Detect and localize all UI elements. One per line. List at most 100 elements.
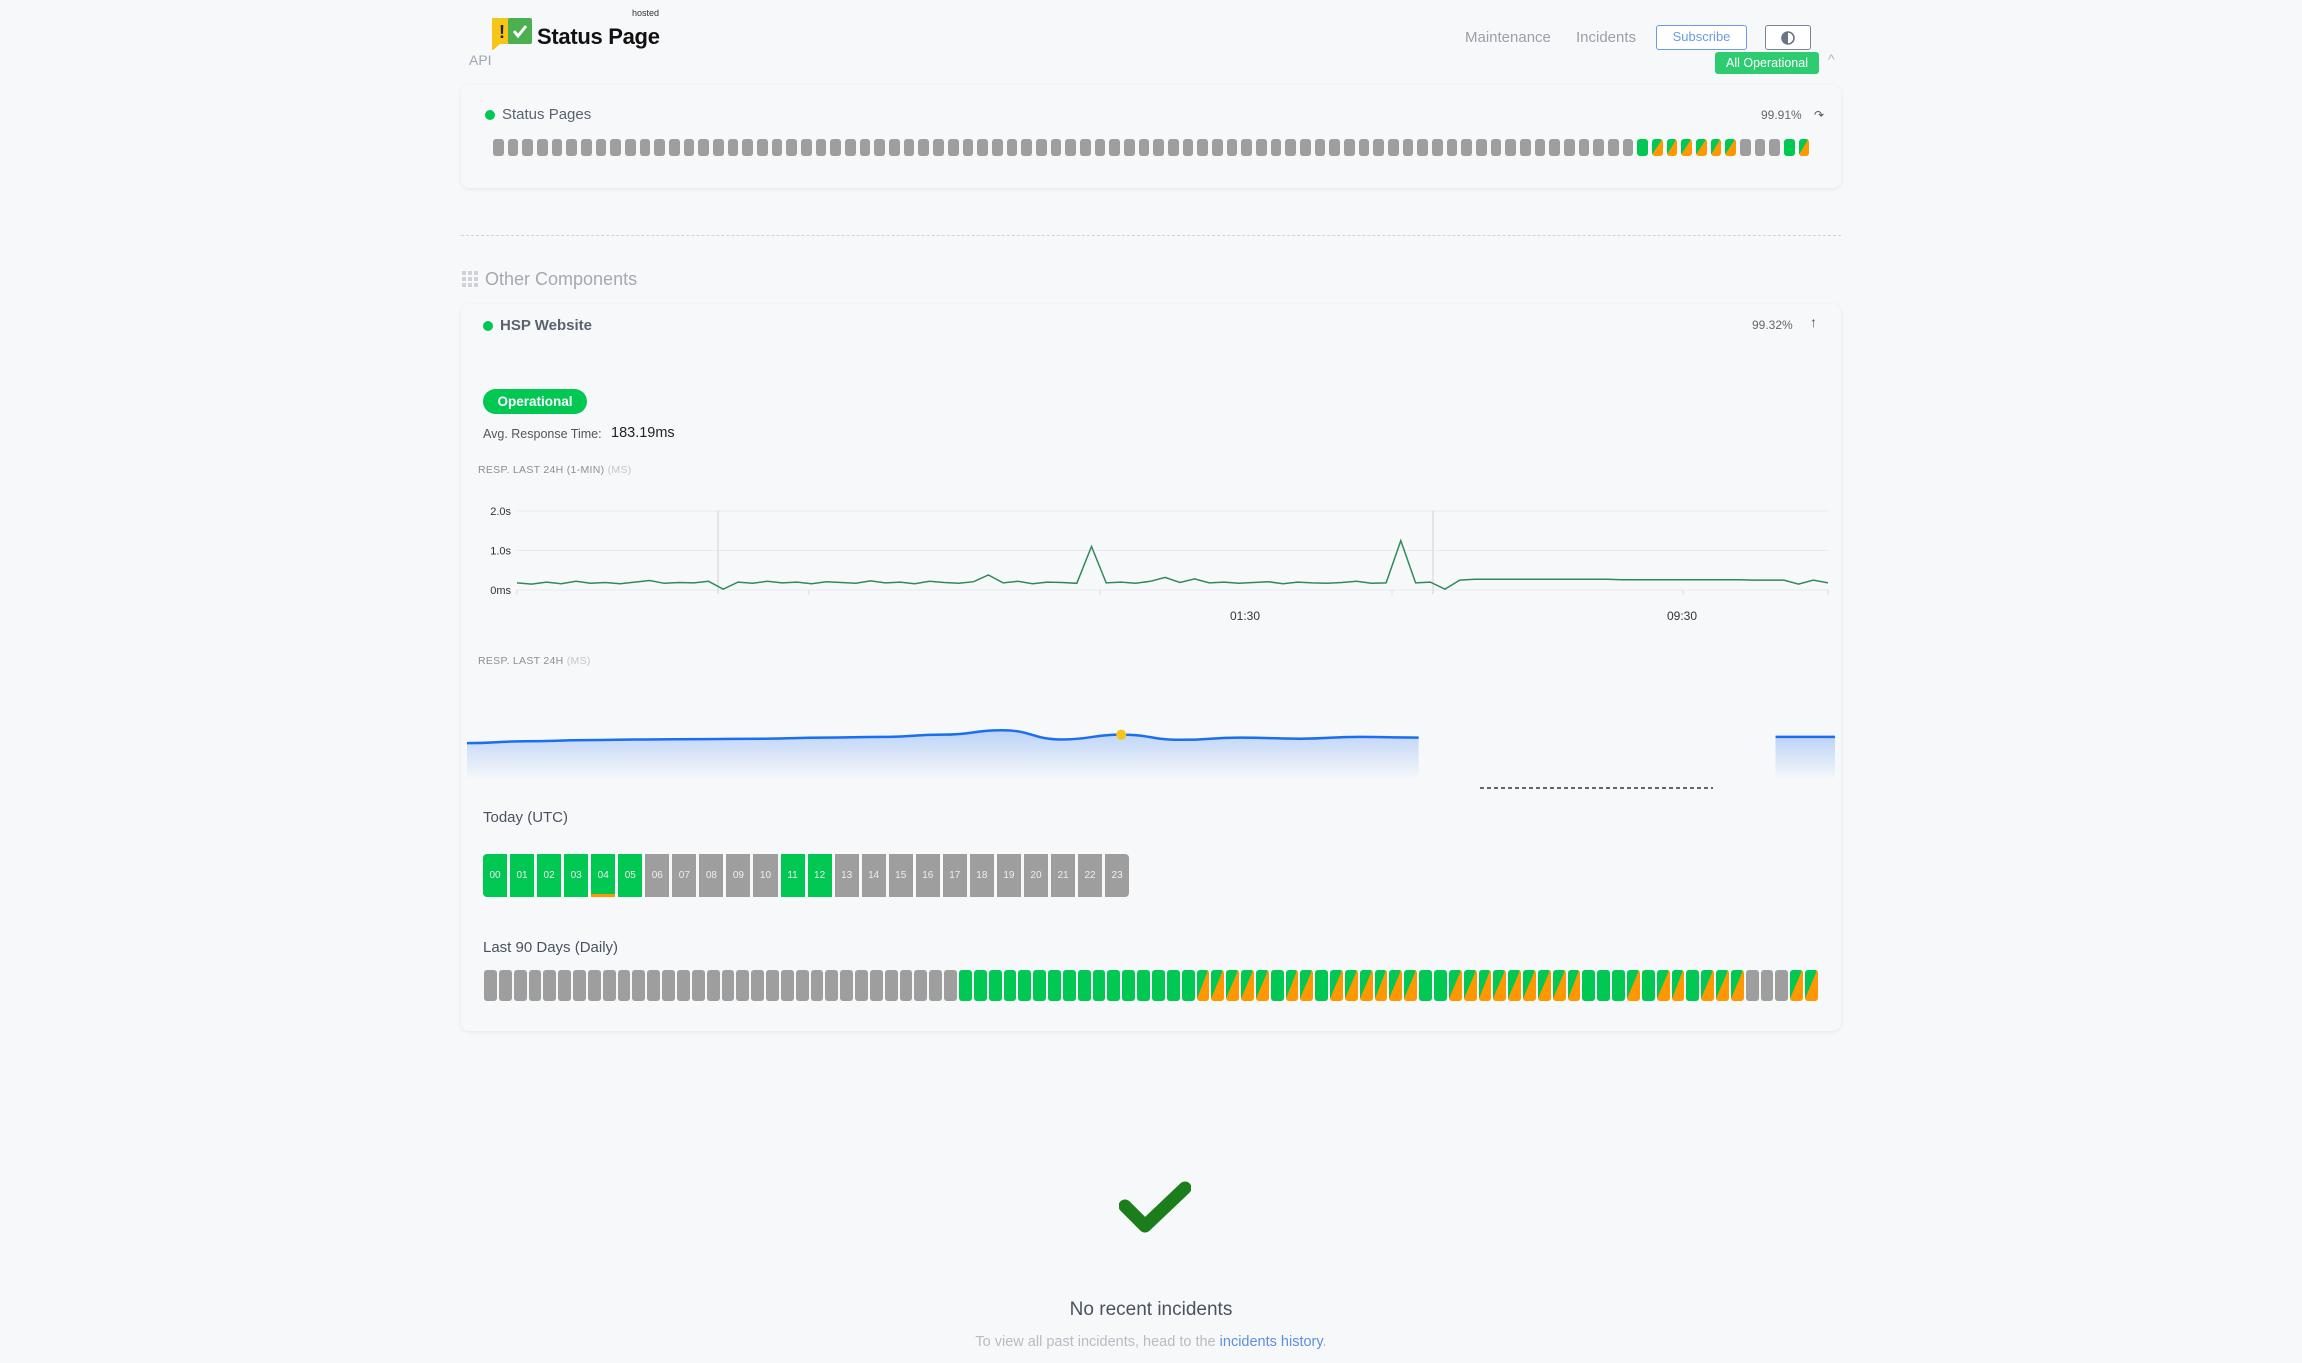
day-up[interactable] <box>1597 970 1611 1001</box>
day-no-data[interactable] <box>537 139 548 156</box>
day-no-data[interactable] <box>1387 139 1399 156</box>
day-no-data[interactable] <box>558 970 572 1001</box>
day-up[interactable] <box>1048 970 1061 1001</box>
day-no-data[interactable] <box>1740 139 1751 156</box>
day-partial[interactable] <box>1523 970 1536 1001</box>
hour-05[interactable]: 05 <box>618 854 643 897</box>
day-partial[interactable] <box>1701 970 1715 1001</box>
day-partial[interactable] <box>1626 970 1640 1001</box>
day-partial[interactable] <box>1330 970 1343 1001</box>
day-up[interactable] <box>1419 970 1432 1001</box>
day-no-data[interactable] <box>1476 139 1487 156</box>
day-no-data[interactable] <box>845 139 856 156</box>
day-no-data[interactable] <box>528 970 542 1001</box>
day-no-data[interactable] <box>639 139 651 156</box>
day-no-data[interactable] <box>786 139 798 156</box>
hour-06[interactable]: 06 <box>645 854 670 897</box>
day-no-data[interactable] <box>1745 970 1759 1001</box>
day-no-data[interactable] <box>1109 139 1120 156</box>
day-no-data[interactable] <box>1534 139 1546 156</box>
day-no-data[interactable] <box>947 139 959 156</box>
day-no-data[interactable] <box>962 139 974 156</box>
day-partial[interactable] <box>1652 139 1663 156</box>
hour-18[interactable]: 18 <box>969 854 994 897</box>
day-no-data[interactable] <box>1402 139 1414 156</box>
day-no-data[interactable] <box>513 970 527 1001</box>
hour-12[interactable]: 12 <box>807 854 832 897</box>
hour-02[interactable]: 02 <box>537 854 562 897</box>
day-no-data[interactable] <box>1138 139 1150 156</box>
day-up[interactable] <box>1077 970 1091 1001</box>
subscribe-button[interactable]: Subscribe <box>1656 25 1747 50</box>
day-partial[interactable] <box>1805 970 1818 1001</box>
day-up[interactable] <box>1033 970 1047 1001</box>
day-no-data[interactable] <box>721 970 735 1001</box>
day-no-data[interactable] <box>1006 139 1018 156</box>
day-up[interactable] <box>1612 970 1625 1001</box>
day-no-data[interactable] <box>944 970 957 1001</box>
day-no-data[interactable] <box>1167 139 1179 156</box>
day-up[interactable] <box>973 970 987 1001</box>
hour-20[interactable]: 20 <box>1023 854 1048 897</box>
day-no-data[interactable] <box>991 139 1003 156</box>
day-partial[interactable] <box>1389 970 1403 1001</box>
day-no-data[interactable] <box>929 970 943 1001</box>
day-partial[interactable] <box>1404 970 1418 1001</box>
day-no-data[interactable] <box>669 139 680 156</box>
day-no-data[interactable] <box>1520 139 1531 156</box>
day-partial[interactable] <box>1300 970 1314 1001</box>
day-partial[interactable] <box>1696 139 1707 156</box>
day-no-data[interactable] <box>683 139 695 156</box>
hour-10[interactable]: 10 <box>753 854 778 897</box>
day-no-data[interactable] <box>899 970 913 1001</box>
hour-21[interactable]: 21 <box>1050 854 1076 897</box>
day-up[interactable] <box>1270 970 1284 1001</box>
hour-03[interactable]: 03 <box>564 854 589 897</box>
day-no-data[interactable] <box>1760 970 1774 1001</box>
day-partial[interactable] <box>1196 970 1210 1001</box>
day-no-data[interactable] <box>573 970 586 1001</box>
day-no-data[interactable] <box>1578 139 1590 156</box>
day-no-data[interactable] <box>884 970 898 1001</box>
day-partial[interactable] <box>1255 970 1269 1001</box>
day-no-data[interactable] <box>484 970 497 1001</box>
day-no-data[interactable] <box>602 970 616 1001</box>
day-partial[interactable] <box>1463 970 1477 1001</box>
day-no-data[interactable] <box>874 139 886 156</box>
day-no-data[interactable] <box>757 139 768 156</box>
day-no-data[interactable] <box>1754 139 1766 156</box>
day-partial[interactable] <box>1211 970 1225 1001</box>
day-partial[interactable] <box>1478 970 1492 1001</box>
theme-toggle-button[interactable] <box>1765 25 1811 50</box>
chevron-up-icon[interactable]: ^ <box>1828 51 1835 67</box>
day-no-data[interactable] <box>1241 139 1252 156</box>
hour-16[interactable]: 16 <box>915 854 940 897</box>
day-partial[interactable] <box>1241 970 1254 1001</box>
day-no-data[interactable] <box>1549 139 1561 156</box>
day-partial[interactable] <box>1508 970 1522 1001</box>
hour-23[interactable]: 23 <box>1105 854 1130 897</box>
day-no-data[interactable] <box>662 970 675 1001</box>
day-up[interactable] <box>988 970 1002 1001</box>
day-no-data[interactable] <box>1094 139 1106 156</box>
day-no-data[interactable] <box>1564 139 1575 156</box>
day-no-data[interactable] <box>795 970 809 1001</box>
day-no-data[interactable] <box>840 970 854 1001</box>
hour-19[interactable]: 19 <box>996 854 1021 897</box>
day-partial[interactable] <box>1730 970 1744 1001</box>
day-no-data[interactable] <box>933 139 944 156</box>
day-no-data[interactable] <box>1211 139 1223 156</box>
day-partial[interactable] <box>1725 139 1737 156</box>
component-name[interactable]: HSP Website <box>500 317 592 334</box>
day-no-data[interactable] <box>1343 139 1355 156</box>
day-no-data[interactable] <box>587 970 601 1001</box>
day-partial[interactable] <box>1359 970 1373 1001</box>
day-no-data[interactable] <box>676 970 690 1001</box>
nav-incidents[interactable]: Incidents <box>1576 29 1637 46</box>
day-partial[interactable] <box>1226 970 1240 1001</box>
day-up[interactable] <box>1784 139 1795 156</box>
day-partial[interactable] <box>1448 970 1462 1001</box>
day-no-data[interactable] <box>914 970 928 1001</box>
hour-08[interactable]: 08 <box>699 854 724 897</box>
day-no-data[interactable] <box>727 139 739 156</box>
